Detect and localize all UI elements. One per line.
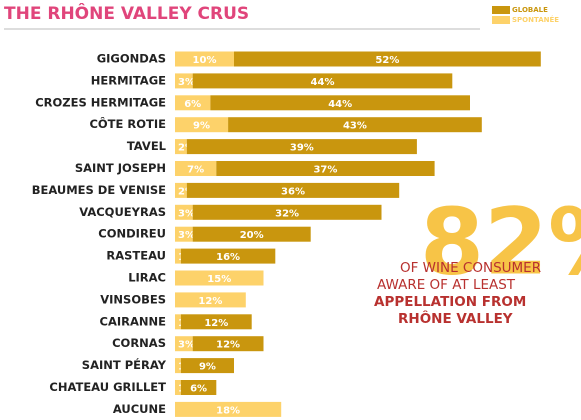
annotation-line: RHÔNE VALLEY bbox=[398, 309, 513, 327]
chart-title: THE RHÔNE VALLEY CRUS bbox=[4, 2, 249, 24]
bar bbox=[175, 248, 181, 264]
category-label: CROZES HERMITAGE bbox=[35, 95, 166, 109]
bar bbox=[175, 51, 234, 67]
bar bbox=[175, 226, 193, 242]
category-label: LIRAC bbox=[128, 271, 166, 285]
value-label: 32% bbox=[275, 208, 299, 219]
category-label: VINSOBES bbox=[100, 292, 166, 306]
bar bbox=[186, 139, 417, 155]
bar bbox=[192, 226, 311, 242]
category-label: SAINT JOSEPH bbox=[75, 161, 166, 175]
value-label: 2% bbox=[178, 186, 195, 197]
bar bbox=[175, 95, 211, 111]
value-label: 6% bbox=[184, 99, 201, 110]
bar bbox=[192, 336, 264, 352]
annotation-line: AWARE OF AT LEAST bbox=[377, 277, 516, 293]
category-label: AUCUNE bbox=[113, 402, 166, 416]
bar bbox=[180, 358, 234, 374]
value-label: 36% bbox=[281, 186, 305, 197]
value-label: 3% bbox=[178, 77, 195, 88]
value-label: 10% bbox=[193, 55, 217, 66]
bar bbox=[175, 117, 229, 133]
bar bbox=[175, 182, 187, 198]
annotation-number: 82% bbox=[420, 188, 581, 295]
value-label: 3% bbox=[178, 230, 195, 241]
value-label: 2% bbox=[178, 143, 195, 154]
value-label: 39% bbox=[290, 143, 314, 154]
bar bbox=[175, 292, 246, 308]
category-label: GIGONDAS bbox=[97, 52, 166, 66]
value-label: 12% bbox=[204, 318, 228, 329]
category-label: SAINT PÉRAY bbox=[82, 357, 167, 372]
value-label: 9% bbox=[193, 121, 210, 132]
bar bbox=[175, 204, 193, 220]
category-label: BEAUMES DE VENISE bbox=[32, 183, 166, 197]
bar bbox=[175, 139, 187, 155]
bar bbox=[175, 380, 181, 395]
category-label: CONDIREU bbox=[98, 227, 166, 241]
value-label: 18% bbox=[216, 405, 240, 416]
bar bbox=[228, 117, 482, 133]
value-label: 7% bbox=[187, 165, 204, 176]
category-label: CHATEAU GRILLET bbox=[49, 380, 166, 394]
value-label: 12% bbox=[198, 296, 222, 307]
bar bbox=[234, 51, 541, 67]
category-label: CAIRANNE bbox=[100, 314, 167, 328]
bar bbox=[210, 95, 470, 111]
value-label: 6% bbox=[190, 384, 207, 395]
value-label: 52% bbox=[375, 55, 399, 66]
bar bbox=[186, 182, 400, 198]
value-label: 43% bbox=[343, 121, 367, 132]
value-label: 15% bbox=[207, 274, 231, 285]
category-label: TAVEL bbox=[127, 139, 167, 153]
value-label: 9% bbox=[199, 362, 216, 373]
bar bbox=[175, 401, 282, 417]
bar bbox=[175, 161, 217, 176]
bar bbox=[216, 161, 435, 176]
legend-swatch bbox=[492, 16, 510, 24]
annotation-line: APPELLATION FROM bbox=[374, 294, 526, 310]
bar bbox=[180, 248, 276, 264]
value-label: 44% bbox=[311, 77, 335, 88]
value-label: 3% bbox=[178, 208, 195, 219]
value-label: 16% bbox=[216, 252, 240, 263]
bar bbox=[175, 73, 193, 89]
category-label: HERMITAGE bbox=[91, 73, 166, 87]
bar bbox=[180, 380, 217, 395]
value-label: 3% bbox=[178, 340, 195, 351]
legend-label: GLOBALE bbox=[512, 6, 548, 14]
bar bbox=[175, 270, 264, 286]
value-label: 12% bbox=[216, 340, 240, 351]
category-label: VACQUEYRAS bbox=[79, 205, 166, 219]
bar bbox=[175, 336, 193, 352]
bar bbox=[192, 204, 382, 220]
category-label: CORNAS bbox=[112, 336, 166, 350]
bar bbox=[192, 73, 453, 89]
annotation-line: OF WINE CONSUMER bbox=[400, 260, 541, 276]
category-label: CÔTE ROTIE bbox=[89, 116, 166, 131]
category-label: RASTEAU bbox=[106, 249, 166, 263]
legend-label: SPONTANÉE bbox=[512, 15, 559, 24]
value-label: 37% bbox=[313, 165, 337, 176]
value-label: 44% bbox=[328, 99, 352, 110]
value-label: 20% bbox=[240, 230, 264, 241]
bar bbox=[180, 314, 252, 330]
legend-swatch bbox=[492, 6, 510, 14]
bar bbox=[175, 314, 181, 330]
bar bbox=[175, 358, 181, 374]
